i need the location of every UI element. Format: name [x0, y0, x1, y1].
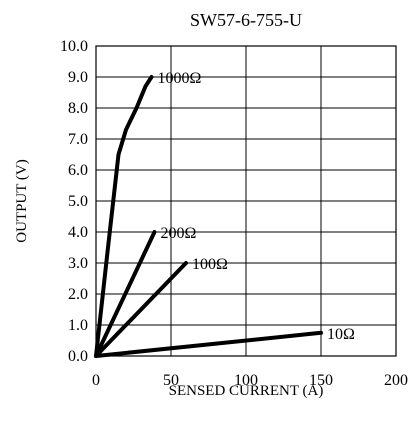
series-line: [94, 75, 154, 358]
y-tick-label: 9.0: [68, 69, 88, 86]
series-label: 200Ω: [161, 225, 197, 242]
x-tick-label: 0: [92, 372, 100, 389]
series-line: [94, 330, 323, 358]
grid: [96, 46, 396, 356]
y-tick-label: 8.0: [68, 100, 88, 117]
series-lines: [94, 75, 323, 358]
chart-title: SW57-6-755-U: [190, 10, 302, 30]
y-tick-label: 10.0: [60, 38, 88, 55]
y-tick-label: 5.0: [68, 193, 88, 210]
x-tick-label: 50: [163, 372, 179, 389]
x-tick-label: 150: [309, 372, 333, 389]
x-tick-label: 100: [234, 372, 258, 389]
y-axis-label: OUTPUT (V): [14, 159, 30, 242]
x-axis-label: SENSED CURRENT (A): [169, 383, 324, 399]
y-tick-label: 6.0: [68, 162, 88, 179]
y-tick-label: 1.0: [68, 317, 88, 334]
series-line: [94, 230, 157, 358]
x-tick-labels: 0 50 100 150 200: [92, 372, 408, 389]
y-tick-label: 4.0: [68, 224, 88, 241]
series-label: 10Ω: [327, 326, 355, 343]
series-label: 1000Ω: [158, 70, 202, 87]
series-label: 100Ω: [192, 256, 228, 273]
series-labels: 1000Ω 200Ω 100Ω 10Ω: [158, 70, 356, 343]
y-tick-label: 0.0: [68, 348, 88, 365]
y-tick-labels: 0.0 1.0 2.0 3.0 4.0 5.0 6.0 7.0 8.0 9.0 10.0: [60, 38, 88, 365]
series-line: [94, 261, 188, 358]
y-tick-label: 3.0: [68, 255, 88, 272]
y-tick-label: 2.0: [68, 286, 88, 303]
y-tick-label: 7.0: [68, 131, 88, 148]
x-tick-label: 200: [384, 372, 408, 389]
plot-frame: [95, 45, 397, 357]
